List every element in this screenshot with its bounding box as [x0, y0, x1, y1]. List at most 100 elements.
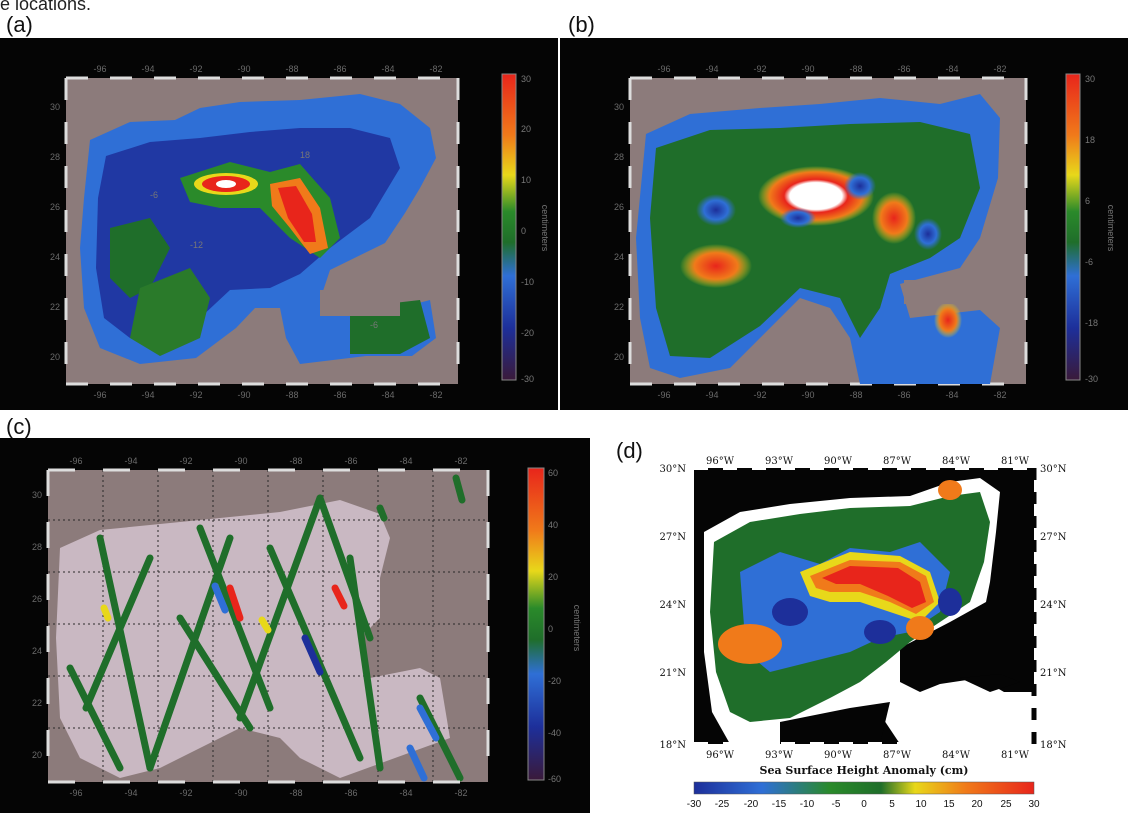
colorbar-tick: 18 [1085, 135, 1095, 145]
colorbar-tick: -20 [744, 799, 759, 810]
panel-b-cold-eddy-2 [844, 172, 876, 200]
panel-a-green-sw [130, 268, 210, 356]
colorbar-tick: 60 [548, 468, 558, 478]
colorbar-tick: 10 [915, 799, 927, 810]
panel-b-colorbar [1065, 73, 1081, 381]
panel-a-cuba [320, 290, 400, 316]
panel-b-map: -96 -94 -92 -90 -88 -86 -84 -82 -96 -94 … [560, 38, 1128, 410]
colorbar-tick: -6 [1085, 257, 1093, 267]
panel-d-eddy-ne [938, 480, 962, 500]
colorbar-tick: -30 [1085, 374, 1098, 384]
lon-tick: -84 [945, 390, 958, 400]
lon-tick: -82 [454, 456, 467, 466]
lat-tick: 22 [32, 698, 42, 708]
panel-d-cold-eddy-2 [864, 620, 896, 644]
lat-tick: 20 [32, 750, 42, 760]
colorbar-tick: -10 [521, 277, 534, 287]
lon-tick: 87°W [883, 750, 912, 761]
lat-tick: 24 [32, 646, 42, 656]
lat-tick: 24 [614, 252, 624, 262]
panel-b-cold-eddy-4 [914, 218, 942, 250]
panel-d-cold-eddy-1 [772, 598, 808, 626]
panel-d-loop-red [822, 566, 926, 608]
panel-a-colorbar-unit: centimeters [540, 205, 550, 252]
lat-tick: 30°N [1040, 464, 1067, 475]
colorbar-tick: -30 [521, 374, 534, 384]
panel-b-lon-ticks-top: -96 -94 -92 -90 -88 -86 -84 -82 [657, 64, 1006, 74]
colorbar-tick: -25 [715, 799, 730, 810]
panel-c-frame [46, 468, 490, 784]
lon-tick: -96 [93, 64, 106, 74]
lon-tick: -94 [705, 390, 718, 400]
lat-tick: 26 [614, 202, 624, 212]
panel-c-lon-ticks-top: -96 -94 -92 -90 -88 -86 -84 -82 [69, 456, 467, 466]
panel-d-label: (d) [616, 438, 643, 463]
lon-tick: -96 [69, 456, 82, 466]
lon-tick: -92 [753, 390, 766, 400]
lon-tick: -94 [705, 64, 718, 74]
colorbar-tick: 0 [521, 226, 526, 236]
panel-b-lon-ticks-bottom: -96 -94 -92 -90 -88 -86 -84 -82 [657, 390, 1006, 400]
colorbar-tick: -5 [832, 799, 841, 810]
panel-a-colorbar-ticks: 30 20 10 0 -10 -20 -30 [521, 74, 534, 384]
colorbar-tick: 25 [1000, 799, 1012, 810]
panel-c-colorbar-unit: centimeters [572, 605, 582, 652]
lon-tick: -84 [945, 64, 958, 74]
lon-tick: -84 [399, 788, 412, 798]
panel-d-cuba [960, 674, 1020, 692]
lon-tick: 93°W [765, 750, 794, 761]
panel-a-green-w [110, 218, 170, 298]
lat-tick: 27°N [1040, 532, 1067, 543]
lon-tick: 96°W [706, 750, 735, 761]
lon-tick: -90 [237, 390, 250, 400]
colorbar-tick: 40 [548, 520, 558, 530]
lon-tick: -90 [234, 456, 247, 466]
lat-tick: 30 [50, 102, 60, 112]
lat-tick: 28 [32, 542, 42, 552]
lon-tick: -86 [344, 456, 357, 466]
lon-tick: 84°W [942, 750, 971, 761]
lon-tick: -86 [897, 390, 910, 400]
lat-tick: 22 [614, 302, 624, 312]
lat-tick: 24 [50, 252, 60, 262]
panel-b-ocean-green [650, 122, 980, 358]
lat-tick: 30°N [660, 464, 687, 475]
lon-tick: -84 [399, 456, 412, 466]
colorbar-tick: -18 [1085, 318, 1098, 328]
lat-tick: 18°N [660, 740, 687, 751]
lat-tick: 27°N [660, 532, 687, 543]
lon-tick: -86 [344, 788, 357, 798]
panel-a-lon-ticks-top: -96 -94 -92 -90 -88 -86 -84 -82 [93, 64, 442, 74]
panel-b-colorbar-ticks: 30 18 6 -6 -18 -30 [1085, 74, 1098, 384]
lon-tick: -94 [141, 64, 154, 74]
lat-tick: 30 [614, 102, 624, 112]
lat-tick: 28 [614, 152, 624, 162]
panel-b-colorbar-unit: centimeters [1106, 205, 1116, 252]
caption-fragment: e locations. [0, 0, 92, 14]
lat-tick: 28 [50, 152, 60, 162]
panel-c-lon-ticks-bottom: -96 -94 -92 -90 -88 -86 -84 -82 [69, 788, 467, 798]
panel-d-yucatan [780, 702, 890, 744]
colorbar-tick: -20 [521, 328, 534, 338]
lon-tick: 93°W [765, 456, 794, 467]
colorbar-tick: -10 [800, 799, 815, 810]
colorbar-tick: 0 [548, 624, 553, 634]
panel-d-eddy-sw [718, 624, 782, 664]
contour-label: -6 [370, 320, 378, 330]
panel-d-svg: 96°W 93°W 90°W 87°W 84°W 81°W 30°N [660, 456, 1067, 810]
panel-b-cuba [904, 280, 974, 304]
panel-d-colorbar [693, 781, 1035, 795]
lon-tick: -96 [657, 64, 670, 74]
lon-tick: 87°W [883, 456, 912, 467]
panel-c-lat-ticks: 30 28 26 24 22 20 [32, 490, 42, 760]
panel-b-label: (b) [568, 12, 595, 37]
lat-tick: 30 [32, 490, 42, 500]
lon-tick: -96 [69, 788, 82, 798]
panel-a-svg: -96 -94 -92 -90 -88 -86 -84 -82 -96 -94 … [50, 64, 550, 400]
lon-tick: -96 [657, 390, 670, 400]
lon-tick: -84 [381, 64, 394, 74]
lat-tick: 22 [50, 302, 60, 312]
panel-b-eddy-se [934, 302, 962, 338]
panel-d-lat-ticks-left: 30°N 27°N 24°N 21°N 18°N [660, 464, 687, 751]
panel-c-svg: -96 -94 -92 -90 -88 -86 -84 -82 -96 -94 … [32, 456, 582, 798]
